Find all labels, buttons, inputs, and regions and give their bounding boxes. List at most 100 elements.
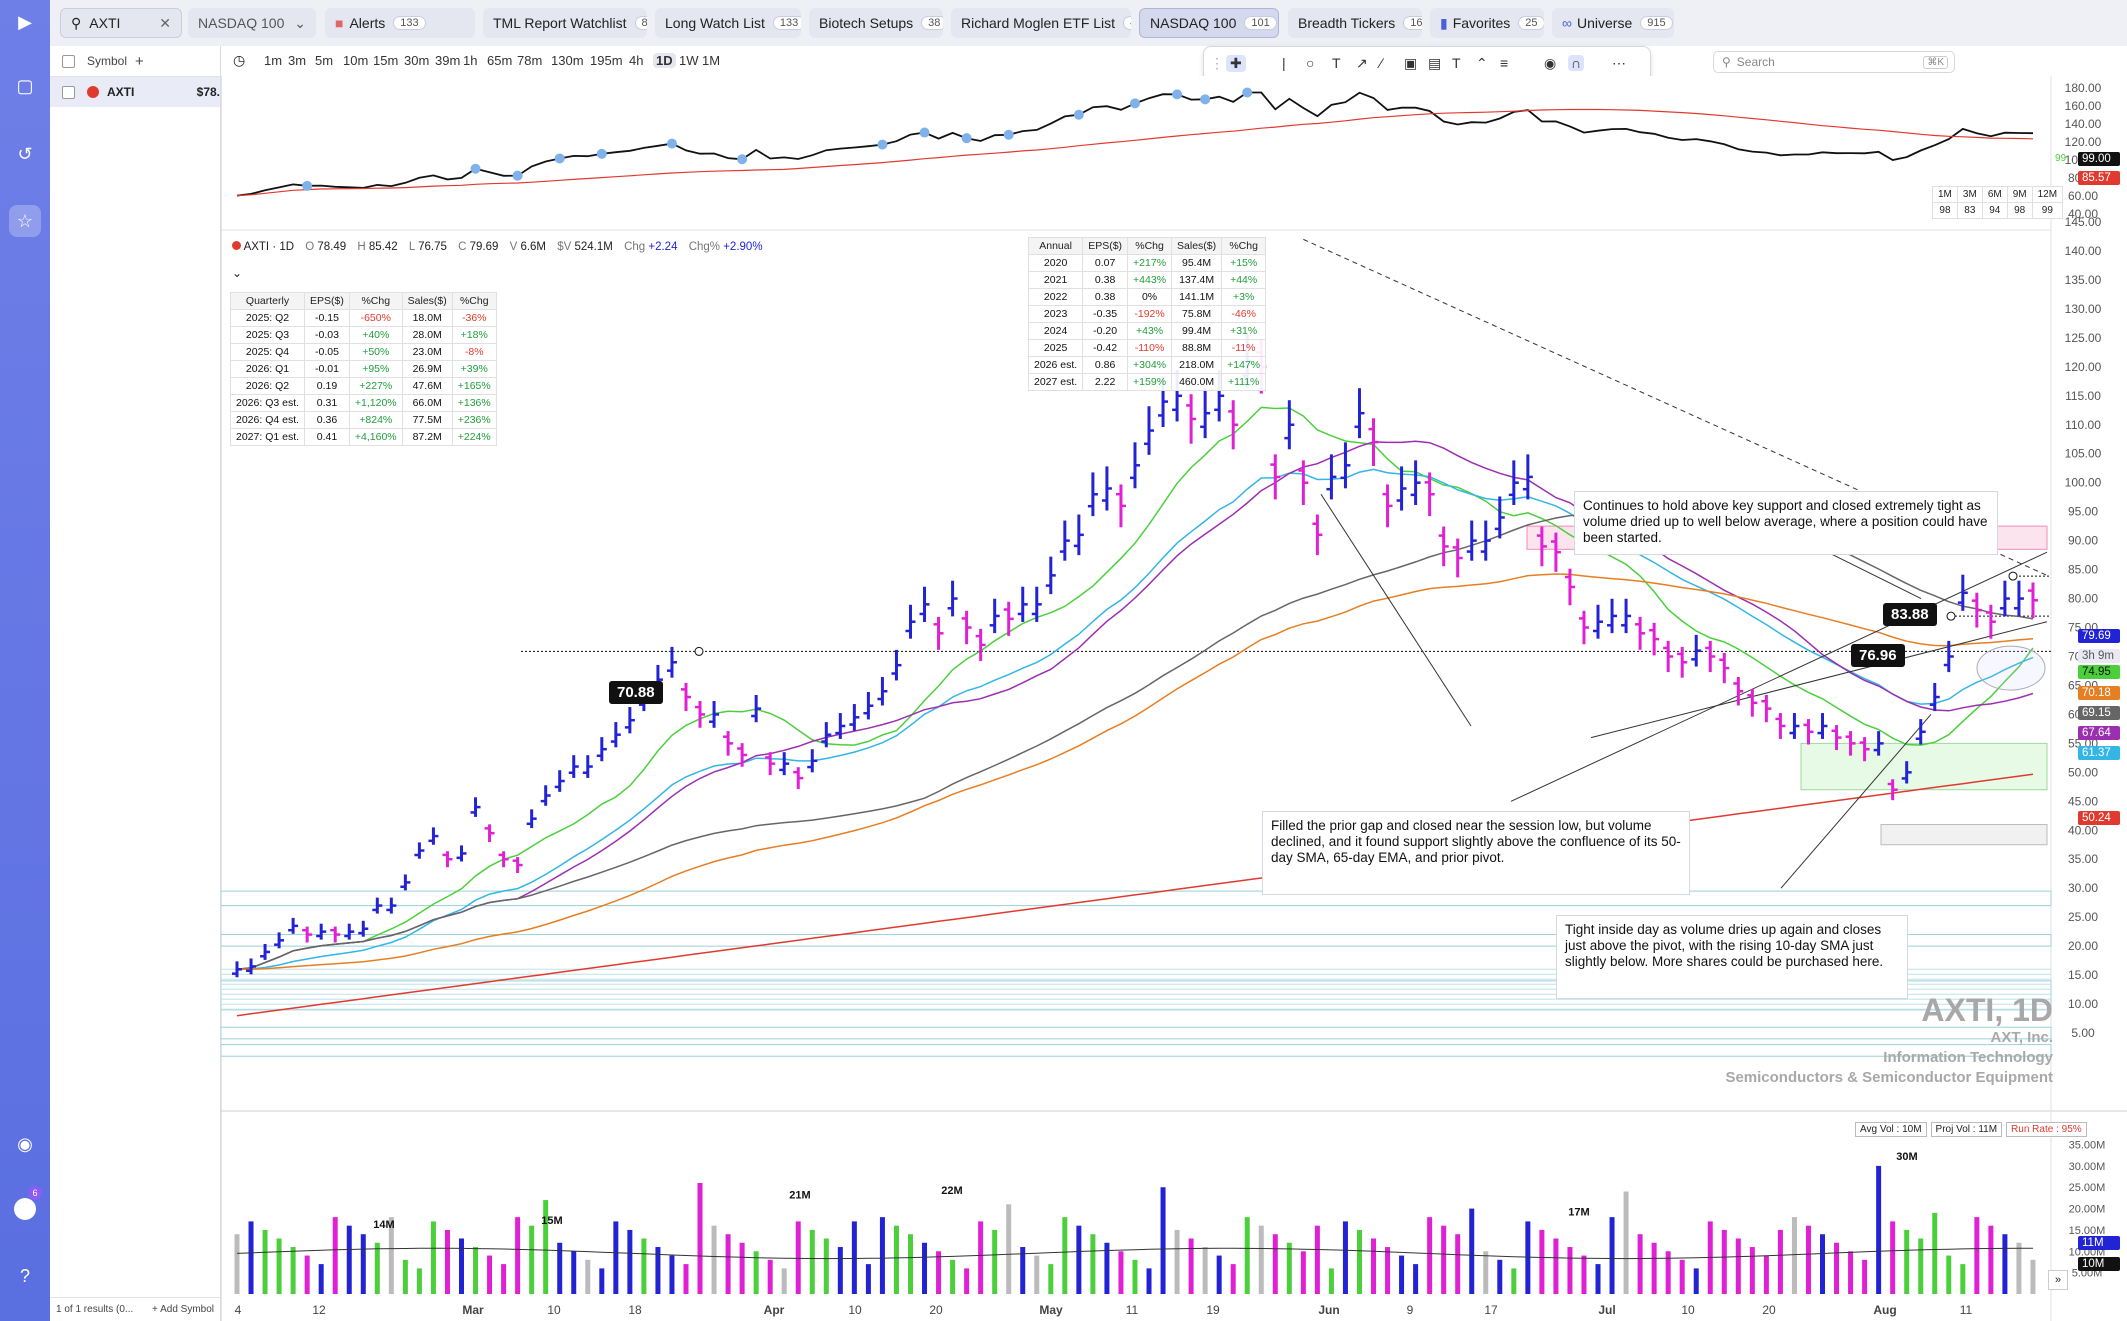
timeframe-5m[interactable]: 5m bbox=[315, 53, 334, 68]
x-axis-label: 19 bbox=[1206, 1303, 1220, 1317]
path-icon[interactable]: ⌃ bbox=[1476, 55, 1488, 71]
price-bar bbox=[1761, 695, 1772, 723]
timeframe-1D[interactable]: 1D bbox=[653, 53, 676, 68]
scroll-right-button[interactable]: » bbox=[2048, 1270, 2068, 1290]
tab-breadth[interactable]: Breadth Tickers 16 bbox=[1288, 8, 1422, 38]
tab-biotech[interactable]: Biotech Setups 38 bbox=[809, 8, 943, 38]
table-cell: 2026: Q4 est. bbox=[229, 411, 306, 429]
volume-axis-label: 20.00M bbox=[2069, 1204, 2106, 1216]
vertical-line-icon[interactable]: | bbox=[1282, 55, 1286, 71]
volume-bar bbox=[1371, 1238, 1377, 1294]
drag-handle-icon[interactable]: ⋮ bbox=[1210, 55, 1224, 71]
support-band bbox=[221, 980, 2052, 1011]
watchlist-footer: 1 of 1 results (0... + Add Symbol bbox=[50, 1297, 220, 1321]
timeframe-39m[interactable]: 39m bbox=[435, 53, 461, 68]
timeframe-130m[interactable]: 130m bbox=[551, 53, 584, 68]
price-bar bbox=[526, 809, 537, 829]
tab-etf-list[interactable]: Richard Moglen ETF List 48 bbox=[951, 8, 1131, 38]
clock-icon[interactable]: ◷ bbox=[233, 52, 246, 68]
select-all-checkbox[interactable] bbox=[62, 54, 75, 68]
fib-icon[interactable]: ≡ bbox=[1500, 55, 1509, 71]
tab-tml-report[interactable]: TML Report Watchlist 80 bbox=[483, 8, 647, 38]
annotation-hold-support[interactable]: Continues to hold above key support and … bbox=[1574, 491, 1998, 555]
table-row: 2027 est. 2.22 +159% 460.0M +111% bbox=[1027, 373, 1267, 391]
rs-new-high-dot bbox=[666, 138, 677, 149]
tab-nasdaq-100[interactable]: NASDAQ 100 101 bbox=[1139, 8, 1279, 38]
more-icon[interactable]: ⋯ bbox=[1612, 55, 1626, 71]
list-select[interactable]: NASDAQ 100 ⌄ bbox=[188, 8, 316, 38]
collapse-chevron-icon[interactable]: ⌄ bbox=[232, 266, 243, 280]
volume-peak-label: 17M bbox=[1568, 1206, 1589, 1218]
arrow-icon[interactable]: ↗ bbox=[1356, 55, 1368, 71]
price-bar bbox=[1452, 538, 1463, 578]
annotation-inside-day[interactable]: Tight inside day as volume dries up agai… bbox=[1556, 915, 1908, 999]
timeframe-4h[interactable]: 4h bbox=[629, 53, 644, 68]
table-cell: +111% bbox=[1221, 373, 1267, 391]
timeframe-195m[interactable]: 195m bbox=[590, 53, 623, 68]
table-cell: +95% bbox=[348, 360, 403, 378]
price-bar bbox=[1522, 454, 1533, 500]
text-tool-icon[interactable]: T bbox=[1332, 55, 1341, 71]
watchlist-row[interactable]: AXTI $78. bbox=[50, 77, 220, 107]
tab-favorites[interactable]: ▮ Favorites 25 bbox=[1430, 8, 1544, 38]
price-bar bbox=[1508, 460, 1519, 505]
annotation-gap-fill[interactable]: Filled the prior gap and closed near the… bbox=[1262, 811, 1690, 895]
tab-long-watch[interactable]: Long Watch List 133 bbox=[655, 8, 801, 38]
tab-alerts[interactable]: ■ Alerts 133 bbox=[325, 8, 475, 38]
symbol-search-input[interactable]: ⚲ AXTI ✕ bbox=[60, 8, 182, 38]
timeframe-1W[interactable]: 1W bbox=[679, 53, 699, 68]
price-tag: 79.69 bbox=[2078, 629, 2120, 643]
timeframe-3m[interactable]: 3m bbox=[288, 53, 307, 68]
table-header: %Chg bbox=[348, 292, 403, 310]
symbol-column-header[interactable]: Symbol bbox=[87, 54, 128, 68]
rs-period: 12M bbox=[2031, 186, 2064, 203]
timeframe-1m[interactable]: 1m bbox=[264, 53, 283, 68]
table-header: %Chg bbox=[1221, 237, 1267, 255]
table-cell: 218.0M bbox=[1171, 356, 1223, 374]
add-symbol-button[interactable]: + Add Symbol bbox=[152, 1304, 214, 1315]
timeframe-30m[interactable]: 30m bbox=[404, 53, 430, 68]
price-axis-label: 100.00 bbox=[2065, 476, 2102, 490]
clear-icon[interactable]: ✕ bbox=[159, 14, 171, 31]
hat-icon[interactable]: ◉ bbox=[17, 1133, 33, 1154]
avatar-icon[interactable] bbox=[9, 1193, 41, 1225]
timeframe-15m[interactable]: 15m bbox=[373, 53, 399, 68]
label-icon[interactable]: T bbox=[1452, 55, 1461, 71]
price-bar bbox=[470, 797, 481, 817]
note-icon[interactable]: ▣ bbox=[1404, 55, 1418, 71]
star-icon[interactable]: ☆ bbox=[9, 205, 41, 237]
volume-peak-label: 22M bbox=[941, 1185, 962, 1197]
volume-bar bbox=[1062, 1217, 1068, 1294]
pivot-callout-83-88[interactable]: 83.88 bbox=[1883, 603, 1937, 626]
add-icon[interactable]: + bbox=[135, 52, 144, 70]
timeframe-1h[interactable]: 1h bbox=[463, 53, 478, 68]
table-cell: 2023 bbox=[1027, 305, 1084, 323]
ema-65-line bbox=[236, 573, 2034, 971]
logo-icon[interactable]: ▶ bbox=[18, 11, 32, 32]
price-axis-label: 90.00 bbox=[2068, 534, 2098, 548]
timeframe-65m[interactable]: 65m bbox=[487, 53, 513, 68]
history-icon[interactable]: ↺ bbox=[17, 143, 33, 164]
tab-universe[interactable]: ∞ Universe 915 bbox=[1552, 8, 1674, 38]
row-checkbox[interactable] bbox=[62, 85, 75, 99]
pivot-callout-70-88[interactable]: 70.88 bbox=[609, 681, 663, 704]
volume-bar bbox=[1314, 1225, 1320, 1294]
question-icon[interactable]: ? bbox=[19, 1265, 30, 1286]
palette-icon[interactable]: ◉ bbox=[1544, 55, 1557, 71]
crosshair-icon[interactable]: ✚ bbox=[1226, 55, 1246, 72]
price-bar bbox=[246, 958, 257, 975]
rs-period: 3M bbox=[1956, 186, 1983, 203]
callout-icon[interactable]: ▤ bbox=[1428, 55, 1442, 71]
price-bar bbox=[288, 917, 299, 934]
pivot-callout-76-96[interactable]: 76.96 bbox=[1851, 644, 1905, 667]
chart-search-input[interactable]: ⚲ Search ⌘K bbox=[1713, 51, 1955, 73]
panel-icon[interactable]: ▢ bbox=[16, 75, 34, 96]
trendline-icon[interactable]: ∕ bbox=[1380, 55, 1383, 71]
timeframe-10m[interactable]: 10m bbox=[343, 53, 369, 68]
table-header: %Chg bbox=[451, 292, 497, 310]
circle-icon[interactable]: ○ bbox=[1306, 55, 1315, 71]
timeframe-1M[interactable]: 1M bbox=[702, 53, 721, 68]
magnet-icon[interactable]: ∩ bbox=[1568, 55, 1585, 71]
timeframe-78m[interactable]: 78m bbox=[517, 53, 543, 68]
price-bar bbox=[821, 722, 832, 748]
